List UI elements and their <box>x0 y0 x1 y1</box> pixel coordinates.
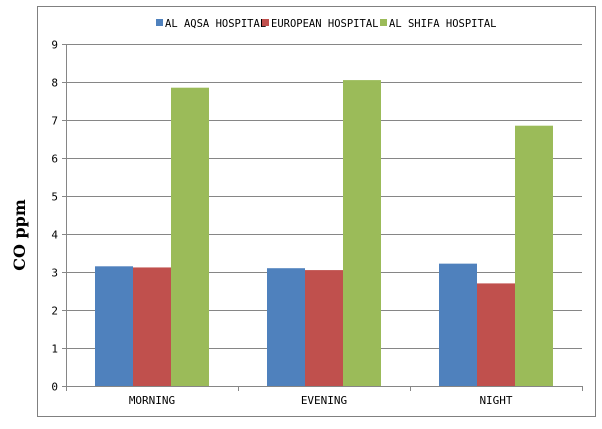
legend-swatch <box>262 19 269 26</box>
y-tick-label: 2 <box>51 305 58 318</box>
legend: AL AQSA HOSPITAL EUROPEAN HOSPITAL AL SHIF… <box>156 18 496 30</box>
y-tick-label: 4 <box>51 229 58 242</box>
x-tick-label: EVENING <box>301 394 347 407</box>
x-tick-label: MORNING <box>129 394 175 407</box>
bar <box>477 283 515 386</box>
y-tick-label: 8 <box>51 77 58 90</box>
bar <box>171 87 209 386</box>
y-tick-labels: 0 1 2 3 4 5 6 7 8 9 <box>51 39 58 394</box>
bar <box>343 80 381 386</box>
legend-label: AL SHIFA HOSPITAL <box>389 18 496 30</box>
legend-label: EUROPEAN HOSPITAL <box>271 18 378 30</box>
y-axis-label: CO ppm <box>10 199 29 271</box>
y-tick-label: 9 <box>51 39 58 52</box>
y-tick-label: 0 <box>51 381 58 394</box>
y-tick-label: 1 <box>51 343 58 356</box>
bars <box>95 80 553 386</box>
bar <box>439 263 477 386</box>
bar <box>515 125 553 386</box>
y-tick-label: 7 <box>51 115 58 128</box>
bar <box>305 270 343 386</box>
bar <box>133 267 171 386</box>
bar <box>267 268 305 386</box>
bar <box>95 266 133 386</box>
x-tick-label: NIGHT <box>479 394 512 407</box>
y-tick-label: 5 <box>51 191 58 204</box>
legend-swatch <box>156 19 163 26</box>
x-tick-labels: MORNING EVENING NIGHT <box>129 394 513 407</box>
legend-label: AL AQSA HOSPITAL <box>165 18 266 30</box>
legend-swatch <box>380 19 387 26</box>
axes <box>62 44 583 391</box>
y-tick-label: 3 <box>51 267 58 280</box>
y-tick-label: 6 <box>51 153 58 166</box>
